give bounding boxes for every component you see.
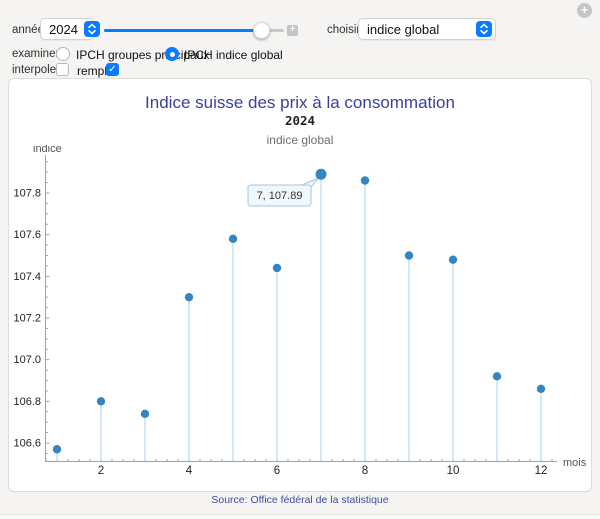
y-tick-label: 107.8: [13, 188, 41, 200]
radio-label-indice-global[interactable]: IPCH indice global: [184, 48, 283, 62]
y-tick-label: 106.6: [13, 438, 41, 450]
examiner-label: examiner: [12, 48, 60, 60]
stem-plot: 106.6 106.8 107.0 107.2 107.4 107.6 107.8 2 4 6 8 1…: [0, 143, 600, 485]
data-point[interactable]: [492, 372, 502, 381]
choisir-label: choisir: [327, 24, 361, 36]
chart-subtitle-series: indice global: [266, 133, 334, 147]
widget-bottom-edge: [0, 514, 600, 519]
data-point[interactable]: [272, 263, 282, 273]
x-tick-label: 2: [98, 465, 104, 477]
radio-ipch-groupes-principaux[interactable]: [56, 47, 70, 61]
annee-label: année: [12, 24, 44, 36]
data-point[interactable]: [52, 445, 62, 454]
annee-dropdown-value: 2024: [49, 21, 78, 37]
x-tick-label: 8: [362, 465, 368, 477]
slider-expand-plus-icon[interactable]: +: [287, 25, 298, 36]
tooltip-label: 7, 107.89: [257, 190, 303, 202]
stepper-icon: [83, 21, 100, 37]
remplir-label[interactable]: remplir: [77, 64, 114, 78]
choisir-dropdown-value: indice global: [367, 21, 440, 37]
radio-ipch-indice-global[interactable]: [165, 47, 179, 61]
y-tick-label: 107.0: [13, 354, 41, 366]
chart-subtitle-year: 2024: [284, 113, 316, 128]
stepper-icon: [476, 21, 492, 37]
data-point[interactable]: [140, 409, 150, 419]
interpoler-checkbox[interactable]: [56, 63, 69, 76]
source-caption: Source: Office fédéral de la statistique: [211, 494, 389, 506]
data-point[interactable]: [448, 255, 458, 264]
y-axis-label: indice: [33, 145, 62, 155]
data-point[interactable]: [184, 292, 194, 302]
slider-thumb[interactable]: [253, 21, 271, 39]
data-point[interactable]: [96, 397, 106, 406]
x-tick-label: 6: [274, 465, 280, 477]
data-point[interactable]: [404, 251, 414, 260]
tooltip-box: [247, 184, 312, 207]
chart-panel: Indice suisse des prix à la consommation…: [8, 78, 592, 492]
annee-slider[interactable]: [104, 20, 284, 40]
y-tick-label: 106.8: [13, 396, 41, 408]
x-axis-label: mois: [563, 457, 587, 469]
annee-dropdown[interactable]: 2024: [40, 18, 100, 40]
x-tick-label: 4: [186, 465, 193, 477]
x-tick-label: 12: [535, 465, 548, 477]
data-point[interactable]: [228, 234, 238, 244]
remplir-checkbox[interactable]: ✓: [106, 63, 119, 76]
choisir-dropdown[interactable]: indice global: [358, 18, 496, 40]
data-point[interactable]: [360, 176, 370, 185]
y-tick-label: 107.6: [13, 229, 41, 241]
x-tick-label: 10: [447, 465, 460, 477]
widget-settings-plus-icon[interactable]: +: [577, 3, 592, 18]
data-point-highlighted[interactable]: [315, 168, 327, 180]
y-tick-label: 107.2: [13, 313, 41, 325]
chart-title: Indice suisse des prix à la consommation: [145, 93, 455, 112]
y-tick-label: 107.4: [13, 271, 41, 283]
slider-fill: [104, 28, 263, 32]
data-point[interactable]: [536, 384, 546, 394]
interpoler-label: interpoler: [12, 64, 60, 76]
